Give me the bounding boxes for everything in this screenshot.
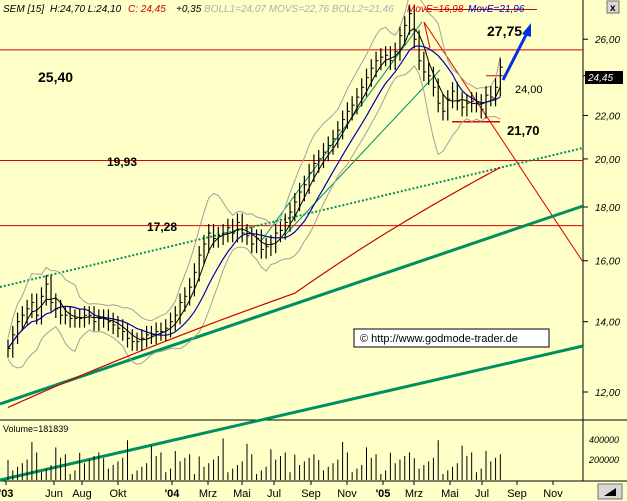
x-tick-label: Jun — [45, 488, 63, 500]
annotation-25-40: 25,40 — [38, 69, 73, 85]
target-arrow — [501, 23, 531, 81]
volume-label: Volume=181839 — [3, 424, 68, 434]
annotation-24-00: 24,00 — [515, 84, 543, 96]
ema-red-line — [7, 166, 501, 409]
close-button[interactable]: x — [606, 0, 620, 14]
volume-tick-400000: 400000 — [589, 435, 619, 445]
scroll-right-button[interactable] — [597, 483, 623, 500]
x-tick-label: Nov — [543, 488, 563, 500]
annotation-21-70: 21,70 — [507, 123, 540, 138]
bollinger-upper — [7, 0, 501, 339]
header-ohlc: H:24,70 L:24,10 — [50, 4, 122, 15]
y-tick-label: 20,00 — [594, 155, 620, 166]
downtrend-line — [423, 21, 584, 263]
x-tick-label: Mrz — [199, 488, 217, 500]
x-tick-label: Jul — [267, 488, 281, 500]
y-tick-label: 22,00 — [594, 111, 620, 122]
header-symbol: SEM [15] — [3, 4, 44, 15]
x-tick-label: Aug — [72, 488, 92, 500]
x-tick-label: '05 — [376, 488, 391, 500]
y-tick-label: 12,00 — [595, 388, 620, 399]
y-tick-label: 26,00 — [594, 35, 620, 46]
x-tick-label: '04 — [165, 488, 181, 500]
close-icon: x — [610, 3, 616, 14]
trend-channel-lower — [284, 69, 441, 236]
copyright-box[interactable]: © http://www.godmode-trader.de — [353, 328, 550, 348]
x-tick-label: Sep — [301, 488, 321, 500]
x-tick-label: Mai — [441, 488, 459, 500]
header-mov-blue: MovE=21,96 — [468, 4, 525, 15]
volume-tick-200000: 200000 — [588, 455, 619, 465]
x-tick-label: Mai — [233, 488, 251, 500]
header-close: C: 24,45 — [128, 4, 166, 15]
y-tick-label: 14,00 — [595, 318, 620, 329]
last-price-label: 24,45 — [587, 73, 613, 84]
moving-average-line — [7, 27, 501, 349]
ema-blue-line — [7, 45, 501, 349]
header-indicators: BOLL1=24,07 MOVS=22,76 BOLL2=21,46 — [204, 4, 394, 15]
downtrend-line — [423, 21, 431, 49]
header-mov-red: MovE=16,98 — [407, 4, 464, 15]
trend-line-lower — [0, 344, 584, 482]
bollinger-lower — [7, 64, 501, 369]
x-tick-label: '03 — [0, 488, 13, 500]
chart-scroll-icon — [604, 488, 616, 496]
copyright-link[interactable]: © http://www.godmode-trader.de — [360, 333, 518, 345]
annotation-27-75: 27,75 — [487, 23, 522, 39]
y-tick-label: 18,00 — [595, 203, 620, 214]
trend-line-main — [0, 204, 584, 406]
x-tick-label: Okt — [109, 488, 126, 500]
x-tick-label: Mrz — [405, 488, 423, 500]
x-tick-label: Nov — [337, 488, 357, 500]
x-tick-label: Sep — [507, 488, 527, 500]
y-tick-label: 16,00 — [595, 257, 620, 268]
x-tick-label: Jul — [475, 488, 489, 500]
annotation-17-28: 17,28 — [147, 220, 177, 234]
annotation-19-93: 19,93 — [107, 155, 137, 169]
last-price-box: 24,45 — [585, 71, 623, 84]
header-change: +0,35 — [176, 4, 202, 15]
